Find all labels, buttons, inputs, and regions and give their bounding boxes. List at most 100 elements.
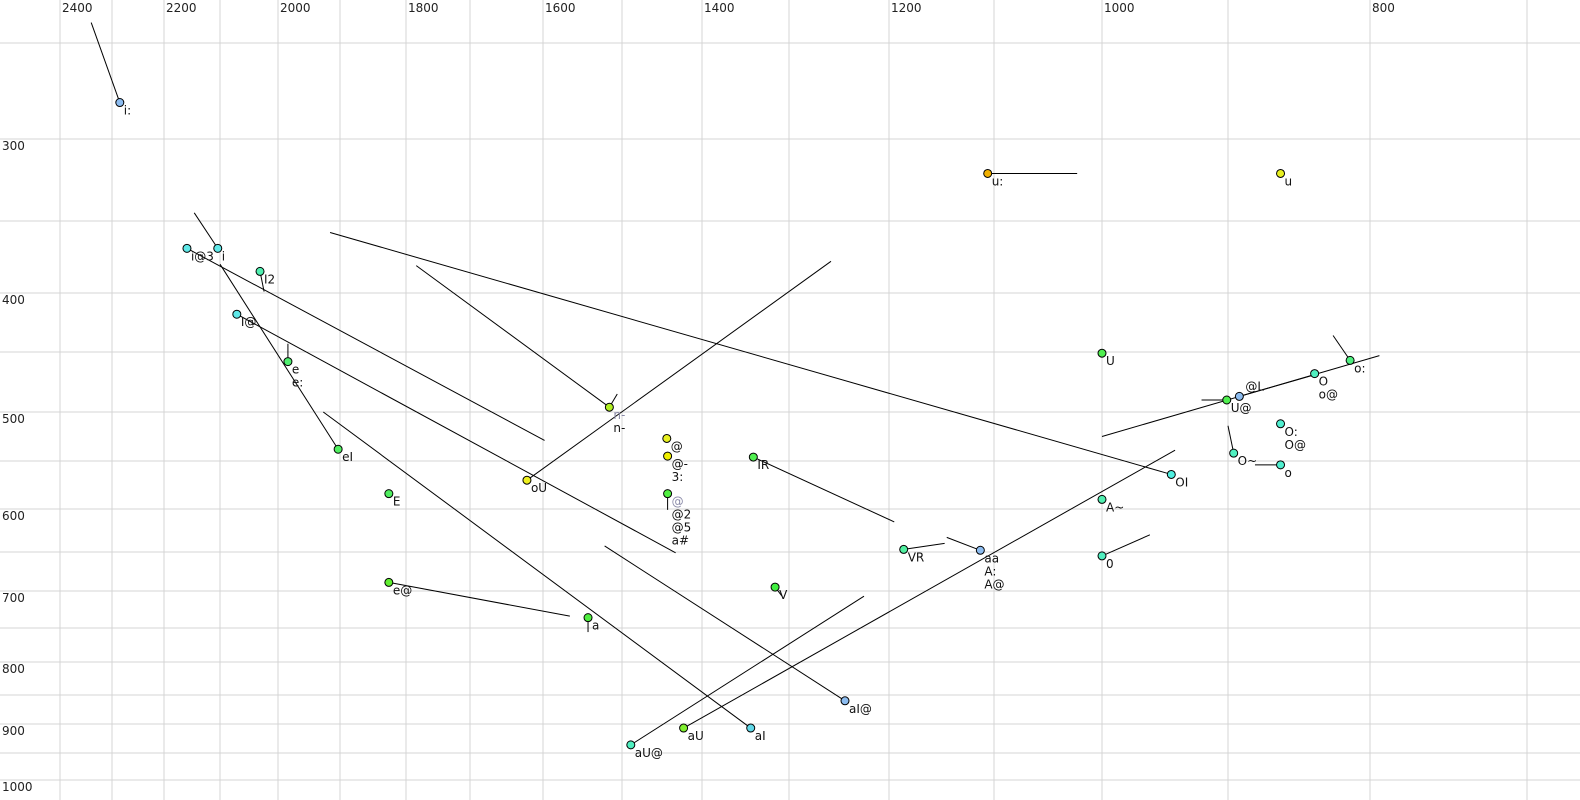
vowel-point: [583, 613, 593, 623]
vowel-label: @L: [1245, 379, 1264, 393]
vowel-label: A~: [1106, 500, 1124, 514]
vowel-ghost-label: n-: [613, 408, 625, 422]
y-tick-label: 400: [2, 293, 25, 307]
vowel-label: e:: [292, 376, 303, 390]
vowel-label: O: [1319, 375, 1328, 389]
vowel-label: a#: [672, 534, 689, 548]
y-tick-label: 1000: [2, 780, 33, 794]
trajectory-line: [604, 545, 846, 702]
vowel-label: i: [222, 249, 225, 263]
vowel-point: [983, 168, 993, 178]
vowel-labels: i:i@3 iI2I@ee:eIEe@aaIaUaU@aI@oUn-n-@@-3:…: [124, 104, 1366, 760]
vowel-point: [748, 452, 758, 462]
vowel-label: @-: [672, 457, 688, 471]
x-tick-label: 800: [1372, 1, 1395, 15]
vowel-label: aa: [984, 551, 999, 565]
vowel-point: [663, 489, 673, 499]
vowel-point: [1345, 355, 1355, 365]
vowel-label: e@: [393, 583, 412, 597]
vowel-label: @5: [672, 521, 692, 535]
trajectory-line: [903, 542, 945, 550]
x-tick-label: 1800: [408, 1, 439, 15]
vowel-label: IR: [757, 458, 769, 472]
vowel-label: V: [779, 588, 788, 602]
x-tick-label: 2200: [166, 1, 197, 15]
trajectory-line: [219, 263, 339, 450]
vowel-point: [283, 357, 293, 367]
trajectory-line: [946, 536, 981, 551]
vowel-label: A:: [984, 564, 996, 578]
vowel-point: [1097, 494, 1107, 504]
trajectory-line: [526, 260, 832, 481]
trajectory-line: [90, 22, 121, 103]
vowel-ghost-label: @: [672, 495, 684, 509]
vowel-label: i:: [124, 104, 131, 118]
vowel-point: [182, 243, 192, 253]
trajectory-line: [186, 247, 545, 441]
vowel-point: [770, 582, 780, 592]
vowel-label: aU@: [635, 746, 663, 760]
vowel-label: o:: [1354, 361, 1365, 375]
vowel-label: U@: [1231, 401, 1252, 415]
vowel-label: I@: [241, 315, 257, 329]
x-tick-label: 1400: [704, 1, 735, 15]
vowel-label: aI@: [849, 702, 872, 716]
tick-labels: 2400 2200 2000 1800 1600 1400 1200 1000 800 300 40…: [2, 1, 1395, 794]
trajectory-line: [1239, 374, 1315, 397]
y-tick-label: 900: [2, 724, 25, 738]
y-tick-label: 700: [2, 591, 25, 605]
vowel-label: o: [1285, 466, 1292, 480]
vowel-point: [679, 723, 689, 733]
vowel-point: [384, 577, 394, 587]
trajectories: [90, 22, 1380, 746]
x-tick-label: 1200: [891, 1, 922, 15]
x-tick-label: 2000: [280, 1, 311, 15]
x-tick-label: 2400: [62, 1, 93, 15]
trajectory-line: [329, 232, 1172, 475]
vowel-label: VR: [908, 550, 925, 564]
vowel-point: [213, 243, 223, 253]
vowel-point: [1097, 348, 1107, 358]
trajectory-line: [415, 265, 610, 408]
vowel-point: [626, 740, 636, 750]
vowel-label: I2: [264, 272, 275, 286]
y-tick-label: 800: [2, 662, 25, 676]
trajectory-line: [683, 449, 1176, 729]
vowel-label: O:: [1285, 425, 1298, 439]
vowel-label: eI: [342, 450, 353, 464]
vowel-label: o@: [1319, 388, 1338, 402]
vowel-label: e: [292, 363, 299, 377]
vowel-point: [1276, 168, 1286, 178]
trajectory-line: [630, 595, 865, 746]
x-tick-label: 1600: [545, 1, 576, 15]
trajectory-line: [753, 456, 895, 523]
vowel-point: [384, 489, 394, 499]
vowel-point: [975, 545, 985, 555]
y-tick-label: 600: [2, 509, 25, 523]
y-tick-label: 300: [2, 139, 25, 153]
vowel-point: [840, 696, 850, 706]
vowel-label: O@: [1285, 438, 1306, 452]
vowel-point: [232, 309, 242, 319]
vowel-label: u: [1285, 174, 1293, 188]
vowel-label: @: [671, 439, 683, 453]
vowel-point: [1222, 395, 1232, 405]
trajectory-line: [1227, 425, 1235, 454]
trajectory-line: [1101, 534, 1151, 557]
vowel-label: aI: [755, 729, 766, 743]
x-tick-label: 1000: [1104, 1, 1135, 15]
trajectory-line: [1332, 335, 1351, 361]
vowel-point: [746, 723, 756, 733]
vowel-label: OI: [1175, 475, 1188, 489]
vowel-label: @2: [672, 508, 692, 522]
vowel-point: [1229, 448, 1239, 458]
vowel-label: 3:: [672, 470, 684, 484]
vowel-point: [1276, 460, 1286, 470]
vowel-label: O~: [1238, 454, 1258, 468]
vowel-point: [115, 98, 125, 108]
vowel-label: n-: [613, 421, 625, 435]
vowel-label: 0: [1106, 557, 1114, 571]
vowel-label: aU: [688, 729, 704, 743]
vowel-points: [115, 98, 1355, 750]
vowel-point: [333, 444, 343, 454]
